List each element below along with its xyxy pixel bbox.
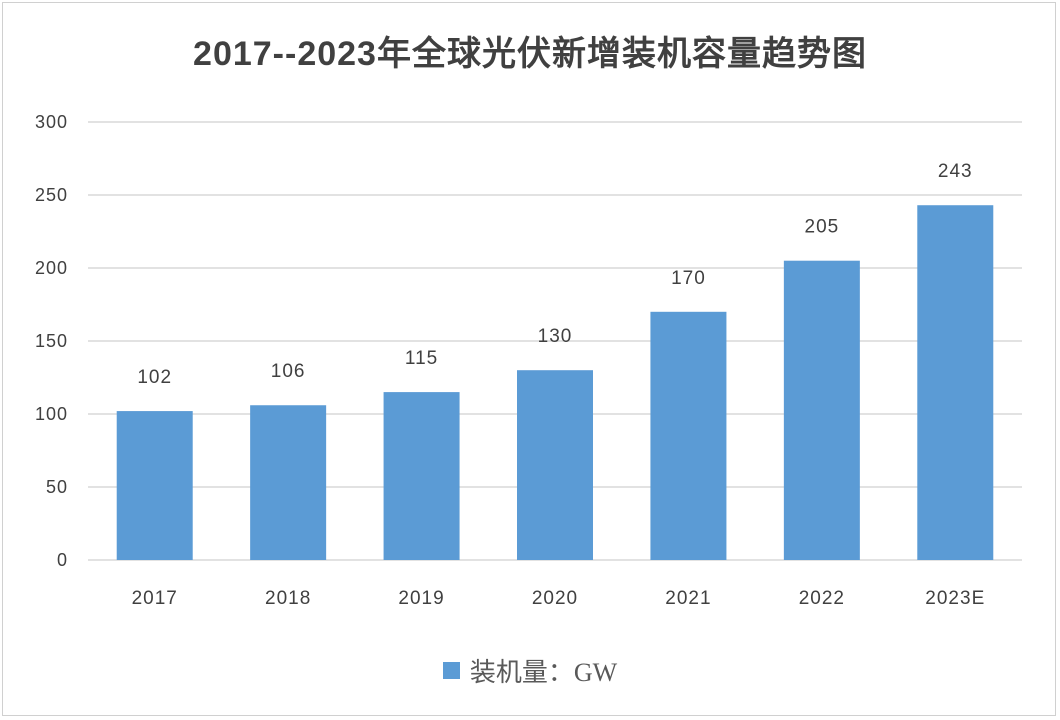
data-label: 170: [671, 268, 706, 289]
y-tick-label: 250: [35, 185, 68, 205]
data-label: 115: [405, 348, 438, 369]
x-tick-label: 2022: [799, 588, 845, 609]
legend-label: 装机量：GW: [469, 658, 618, 687]
y-tick-label: 300: [35, 112, 68, 132]
legend: 装机量：GW: [0, 652, 1060, 689]
data-label: 102: [137, 367, 172, 388]
bar: [650, 311, 727, 560]
data-label: 243: [938, 161, 973, 182]
data-label: 130: [538, 326, 573, 347]
legend-swatch: [442, 662, 460, 679]
x-tick-label: 2019: [398, 588, 444, 609]
x-tick-label: 2020: [532, 588, 578, 609]
bar: [250, 405, 327, 560]
bar: [917, 205, 994, 560]
bar: [383, 392, 460, 560]
bar: [517, 370, 593, 560]
y-tick-label: 0: [57, 550, 68, 570]
bar: [783, 260, 860, 560]
x-tick-label: 2021: [665, 588, 711, 609]
y-tick-label: 200: [35, 258, 68, 278]
x-tick-label: 2023E: [925, 588, 985, 609]
y-tick-label: 50: [46, 477, 68, 497]
data-label: 106: [271, 361, 306, 382]
x-tick-label: 2018: [265, 588, 311, 609]
chart-title: 2017--2023年全球光伏新增装机容量趋势图: [193, 35, 867, 73]
bar: [116, 411, 193, 560]
data-label: 205: [805, 217, 840, 238]
y-tick-label: 150: [35, 331, 68, 351]
y-tick-label: 100: [35, 404, 68, 424]
x-tick-label: 2017: [132, 588, 178, 609]
